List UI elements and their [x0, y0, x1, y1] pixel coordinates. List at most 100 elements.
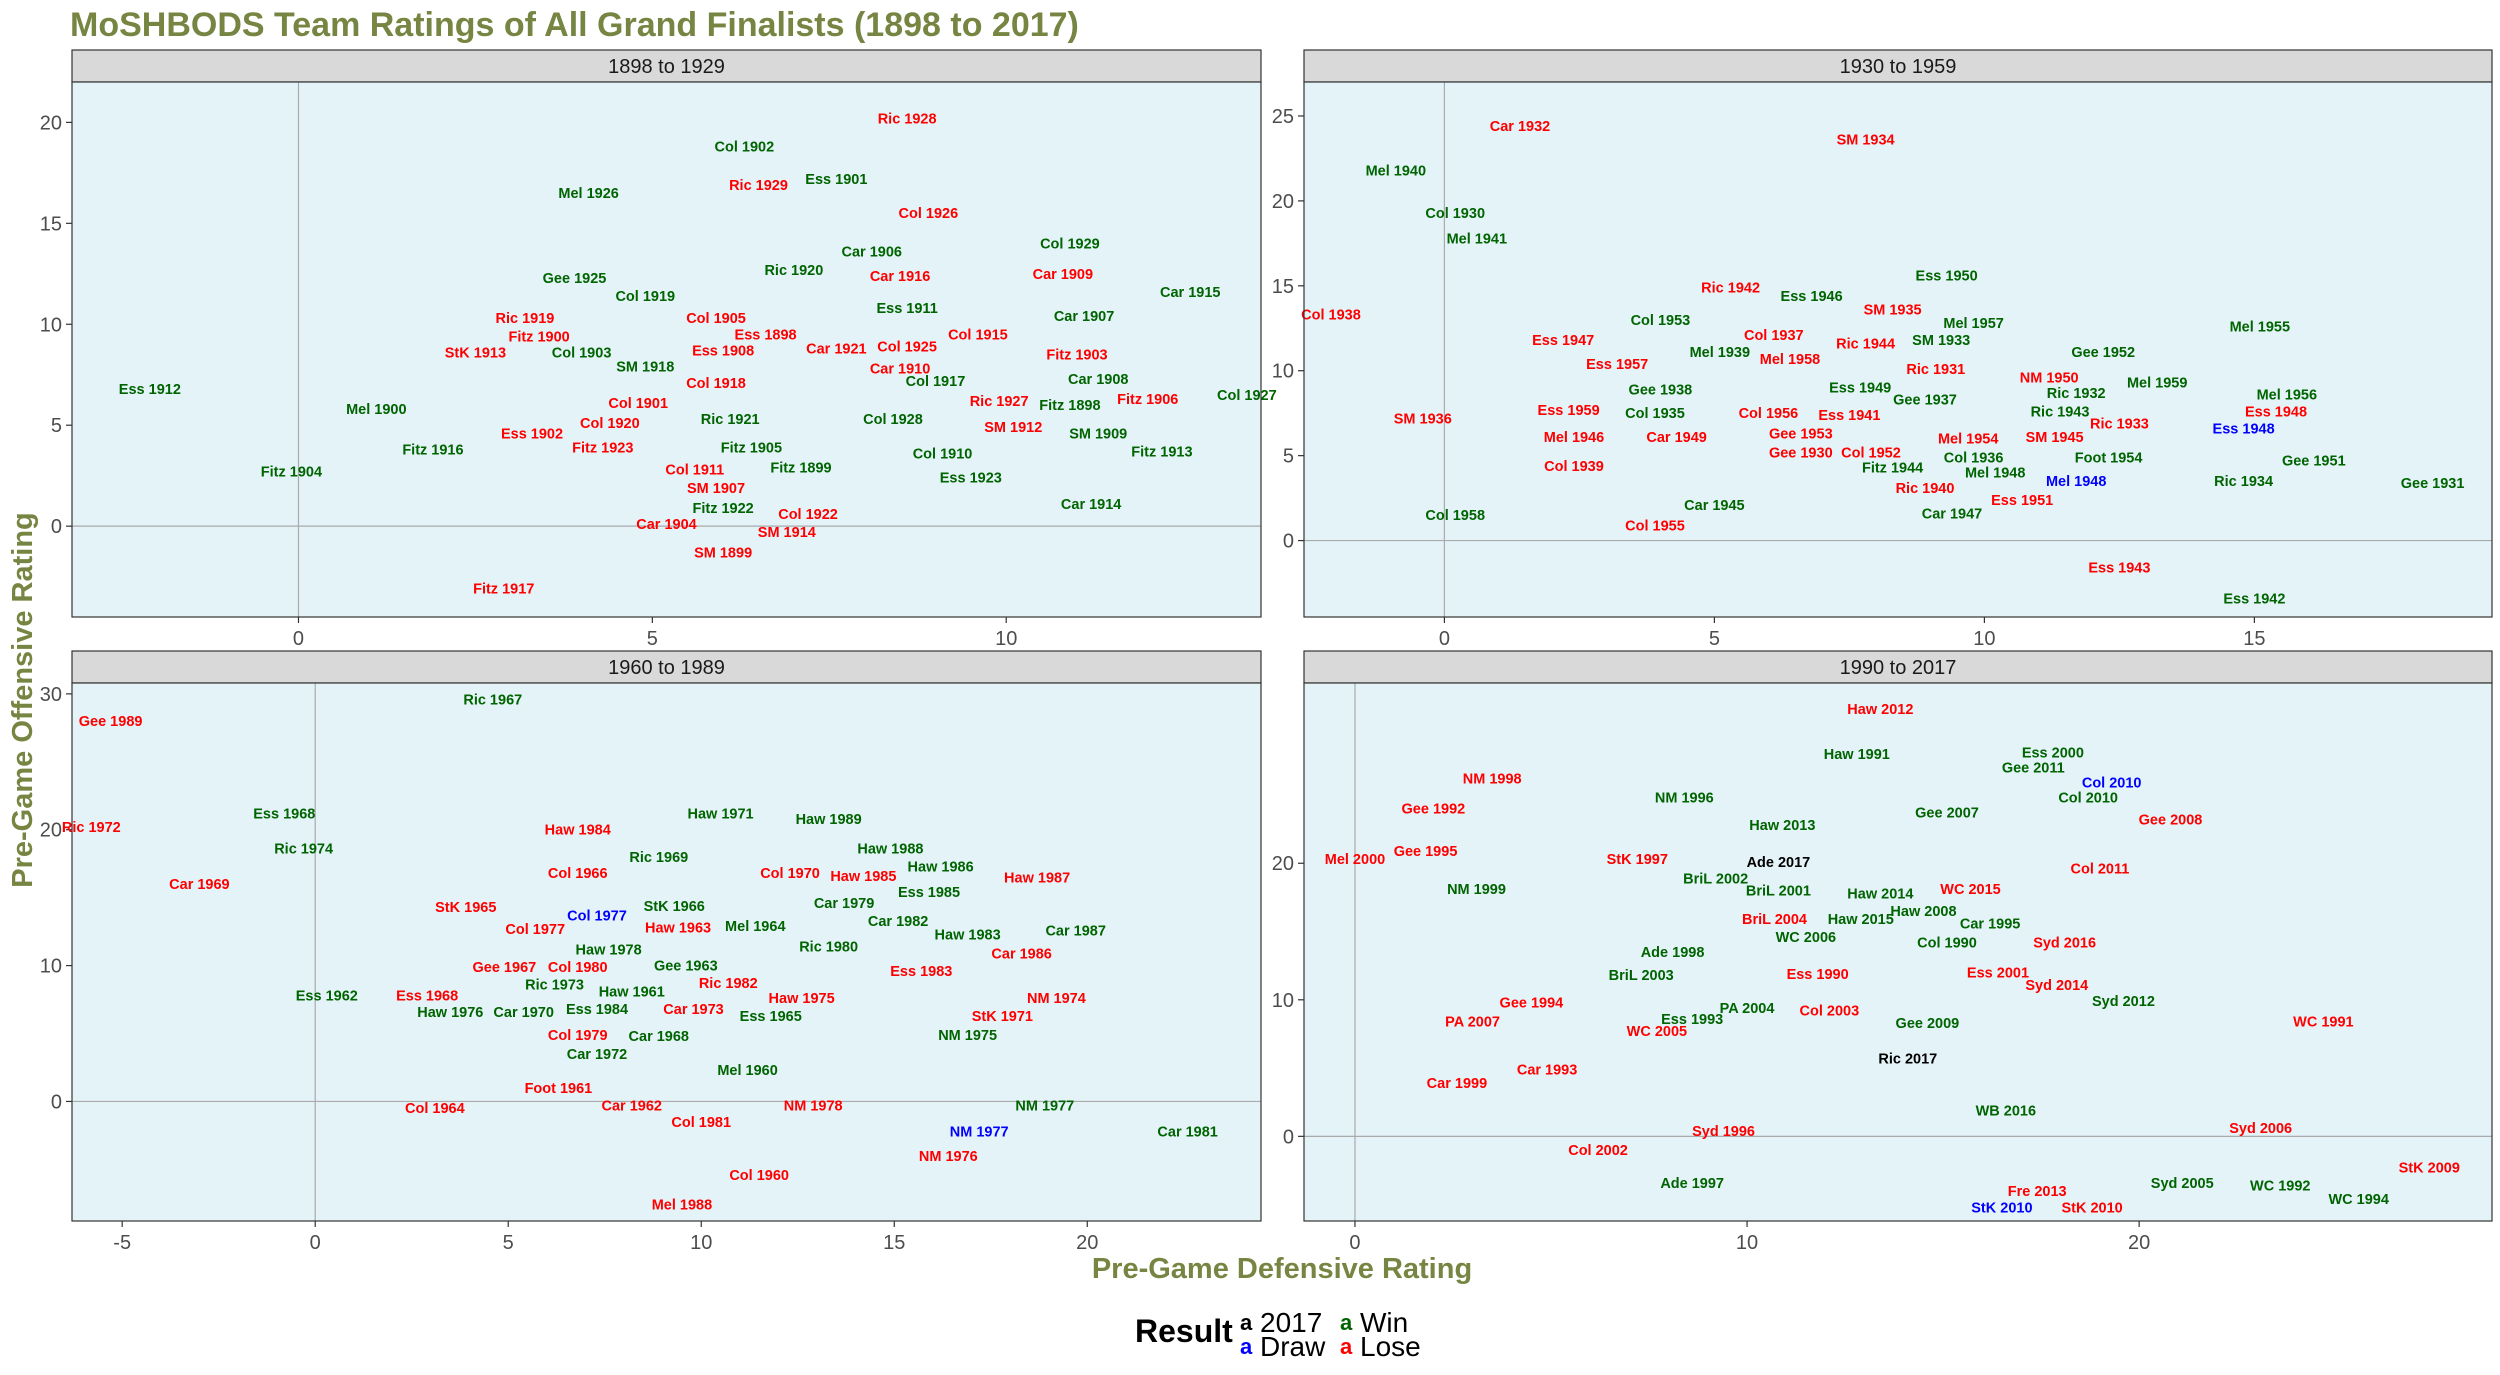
x-tick-label: 0 — [310, 1232, 321, 1254]
point-label: Car 1987 — [1045, 923, 1105, 939]
point-label: NM 1977 — [1015, 1099, 1074, 1115]
point-label: Col 1922 — [778, 507, 838, 523]
point-label: Haw 1983 — [935, 927, 1001, 943]
point-label: Gee 1989 — [79, 714, 143, 730]
point-label: SM 1945 — [2026, 430, 2084, 446]
point-label: WC 1992 — [2250, 1178, 2310, 1194]
point-label: Col 1938 — [1301, 308, 1361, 324]
point-label: Haw 2013 — [1749, 818, 1815, 834]
x-tick-label: 20 — [2128, 1232, 2150, 1254]
point-label: Haw 1961 — [599, 984, 665, 1000]
point-label: Ric 1929 — [729, 178, 788, 194]
point-label: Car 1921 — [806, 341, 866, 357]
y-tick-label: 5 — [1283, 446, 1294, 468]
point-label: Ess 1949 — [1829, 381, 1891, 397]
point-label: Ric 1927 — [970, 394, 1029, 410]
point-label: Fitz 1899 — [770, 461, 831, 477]
point-label: Col 1952 — [1841, 445, 1901, 461]
point-label: Car 1906 — [842, 245, 902, 261]
point-label: Ric 1980 — [799, 940, 858, 956]
point-label: StK 2010 — [1971, 1200, 2032, 1216]
point-label: Haw 1988 — [857, 842, 923, 858]
point-label: Col 1918 — [686, 376, 746, 392]
point-label: Car 1907 — [1054, 309, 1114, 325]
panel: 1990 to 2017 0 10 20 0 10 20 Haw 2012 Haw 1991 Es… — [1272, 650, 2493, 1254]
point-label: Car 1909 — [1033, 267, 1093, 283]
point-label: Haw 1976 — [417, 1005, 483, 1021]
point-label: Fitz 1905 — [721, 440, 782, 456]
point-label: Gee 2008 — [2139, 813, 2203, 829]
panel-background — [72, 82, 1261, 617]
point-label: Haw 1991 — [1824, 747, 1890, 763]
point-label: Mel 1954 — [1938, 432, 1998, 448]
point-label: Col 1936 — [1944, 450, 2004, 466]
panel: 1898 to 1929 0 5 10 0 5 10 15 20 Ric 1928 Col 1902… — [40, 49, 1277, 650]
point-label: SM 1935 — [1864, 303, 1922, 319]
point-label: Haw 1984 — [545, 823, 611, 839]
y-tick-label: 10 — [1272, 361, 1294, 383]
point-label: Ess 1943 — [2088, 561, 2150, 577]
point-label: Col 1928 — [863, 412, 923, 428]
point-label: Col 1927 — [1217, 388, 1277, 404]
point-label: NM 1996 — [1655, 791, 1714, 807]
point-label: Ric 1933 — [2090, 416, 2149, 432]
point-label: Car 1981 — [1157, 1124, 1217, 1140]
point-label: Haw 2014 — [1847, 886, 1913, 902]
point-label: NM 1974 — [1027, 991, 1086, 1007]
point-label: NM 1977 — [950, 1124, 1009, 1140]
point-label: StK 1966 — [644, 899, 705, 915]
point-label: Ess 1983 — [890, 964, 952, 980]
point-label: Ess 1902 — [501, 426, 563, 442]
point-label: Ric 1974 — [274, 842, 333, 858]
point-label: Col 2010 — [2082, 776, 2142, 792]
point-label: Mel 1958 — [1760, 352, 1820, 368]
point-label: Ess 1948 — [2245, 404, 2307, 420]
point-label: Mel 1964 — [725, 919, 785, 935]
point-label: Ess 1942 — [2223, 591, 2285, 607]
point-label: Gee 2007 — [1915, 806, 1979, 822]
point-label: Mel 1955 — [2230, 320, 2290, 336]
point-label: Col 1903 — [552, 346, 612, 362]
point-label: Haw 2008 — [1890, 904, 1956, 920]
point-label: Gee 1967 — [473, 960, 537, 976]
y-tick-label: 10 — [1272, 990, 1294, 1012]
x-tick-label: 0 — [1349, 1232, 1360, 1254]
point-label: PA 2004 — [1720, 1001, 1775, 1017]
point-label: Ade 1998 — [1641, 945, 1705, 961]
panel-title: 1930 to 1959 — [1840, 56, 1957, 78]
point-label: BriL 2002 — [1683, 871, 1748, 887]
y-tick-label: 20 — [40, 112, 62, 134]
point-label: Gee 1994 — [1500, 996, 1564, 1012]
legend-key: a — [1340, 1334, 1353, 1359]
panel-strip — [1303, 650, 2493, 684]
point-label: Car 1945 — [1684, 498, 1744, 514]
x-tick-label: 5 — [647, 628, 658, 650]
point-label: Car 1915 — [1160, 285, 1220, 301]
point-label: SM 1918 — [616, 360, 674, 376]
panel-border — [1303, 81, 2493, 618]
point-label: Ric 1973 — [525, 978, 584, 994]
legend-label: Lose — [1360, 1331, 1421, 1362]
panel-border — [71, 682, 1262, 1222]
point-label: WC 1991 — [2293, 1015, 2353, 1031]
point-label: Fitz 1906 — [1117, 392, 1178, 408]
panel-border — [1303, 682, 2493, 1222]
point-label: Col 1977 — [505, 922, 565, 938]
legend-key: a — [1240, 1310, 1253, 1335]
point-label: Car 1932 — [1490, 119, 1550, 135]
panel-background — [1304, 82, 2492, 617]
point-label: Ess 2000 — [2022, 746, 2084, 762]
point-label: Col 1956 — [1739, 406, 1799, 422]
point-label: Haw 1987 — [1004, 870, 1070, 886]
point-label: BriL 2001 — [1746, 884, 1811, 900]
point-label: Haw 1985 — [830, 869, 896, 885]
point-label: Haw 1986 — [908, 859, 974, 875]
point-label: Ess 1901 — [805, 172, 867, 188]
point-label: Col 1939 — [1544, 459, 1604, 475]
point-label: StK 1913 — [445, 346, 506, 362]
point-label: Fitz 1900 — [508, 329, 569, 345]
point-label: Ric 1942 — [1701, 281, 1760, 297]
point-label: Ess 1923 — [940, 471, 1002, 487]
point-label: NM 1999 — [1447, 882, 1506, 898]
point-label: Col 1958 — [1425, 508, 1485, 524]
